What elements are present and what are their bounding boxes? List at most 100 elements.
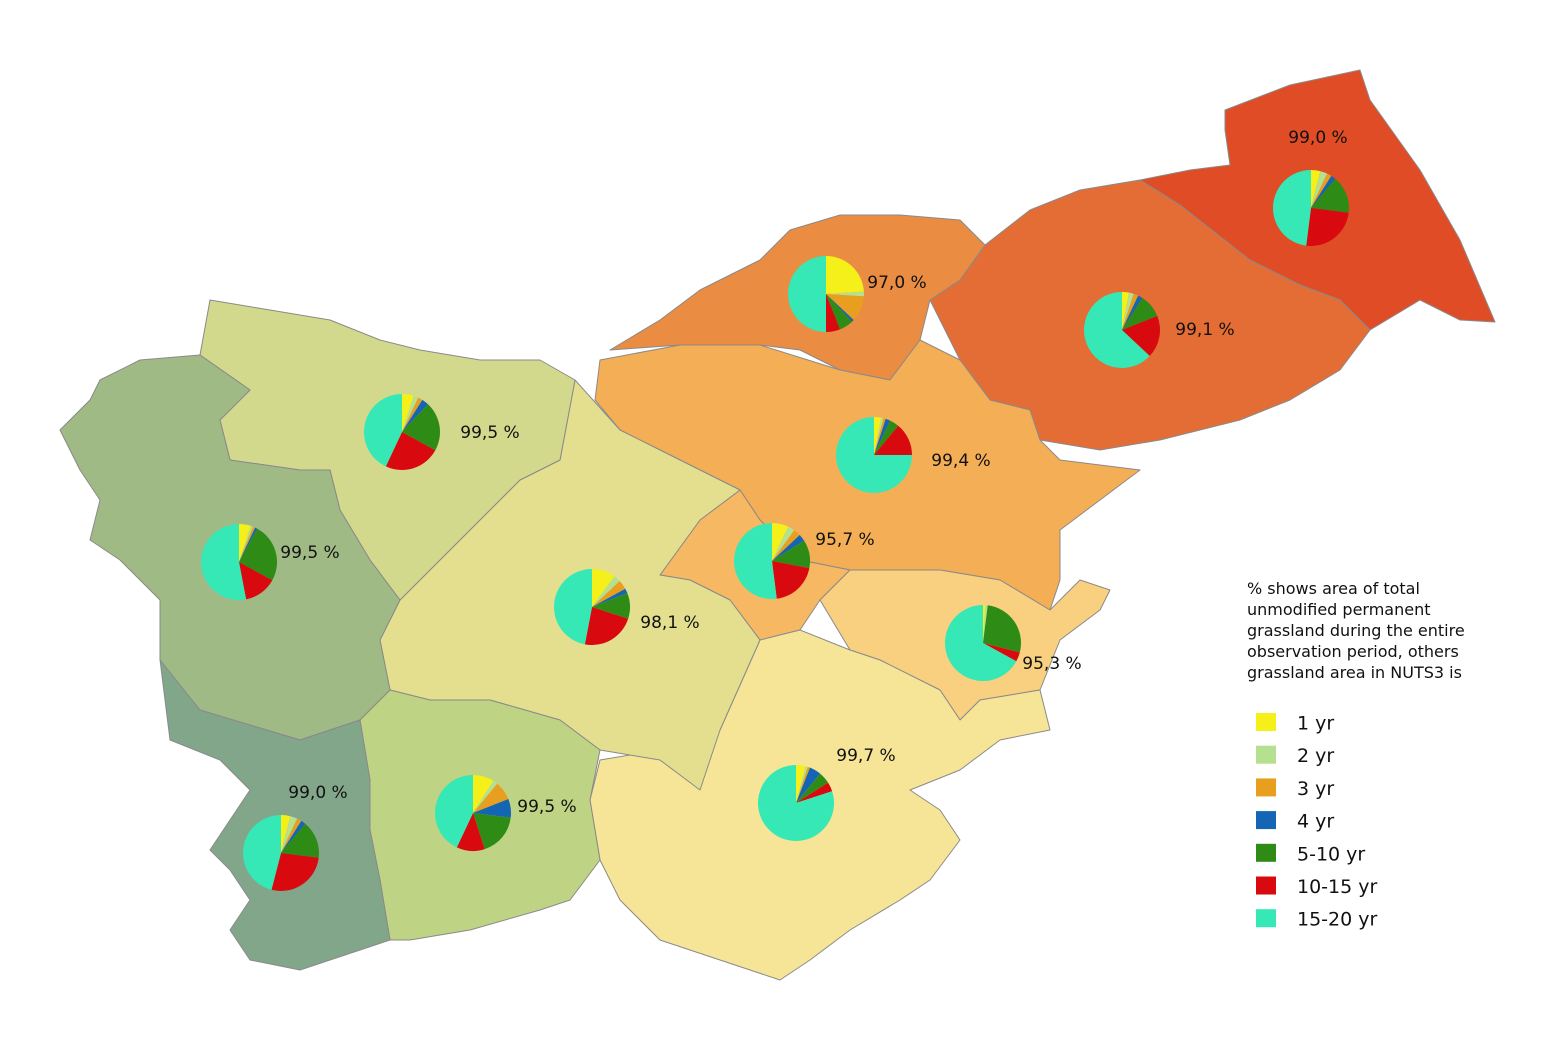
pie-slice (435, 775, 473, 848)
pie-slice (281, 823, 319, 858)
pie-slice (796, 773, 829, 803)
pie-slice (826, 294, 840, 333)
pie-slice (473, 780, 498, 813)
region-pie (734, 523, 810, 599)
pie-slice (239, 562, 273, 600)
legend-label: 5-10 yr (1297, 843, 1365, 865)
pie-slice (772, 530, 800, 561)
pie-slice (239, 526, 256, 562)
pie-slice (1306, 208, 1349, 247)
pie-slice (1311, 171, 1328, 208)
region-pie (243, 815, 319, 891)
legend-label: 10-15 yr (1297, 876, 1377, 898)
pie-slice (402, 394, 414, 432)
pie-slice (1122, 293, 1139, 330)
legend-swatch (1256, 811, 1276, 830)
region-percent-label: 97,0 % (867, 273, 926, 293)
pie-slice (1122, 292, 1130, 330)
pie-slice (796, 766, 810, 803)
pie-slice (826, 294, 854, 322)
pie-slice (243, 815, 281, 890)
pie-slice (473, 813, 511, 850)
pie-slice (826, 294, 853, 330)
pie-slice (772, 561, 810, 599)
pie-slice (239, 524, 251, 562)
region-pie (435, 775, 511, 851)
pie-slice (239, 525, 253, 562)
region-pie (201, 524, 277, 600)
legend-label: 1 yr (1297, 713, 1334, 735)
pie-slice (874, 420, 899, 455)
pie-slice (281, 816, 298, 853)
region-percent-label: 95,7 % (815, 530, 874, 550)
pie-slice (1311, 175, 1336, 208)
pie-slice (788, 256, 826, 332)
region-pie (758, 765, 834, 841)
region-percent-label: 95,3 % (1022, 654, 1081, 674)
pie-slice (1273, 170, 1311, 246)
region-percent-label: 99,1 % (1175, 320, 1234, 340)
pie-slice (826, 291, 864, 297)
pie-slice (983, 605, 1021, 653)
pie-slice (592, 580, 626, 607)
region-percent-label: 99,5 % (280, 543, 339, 563)
pie-slice (402, 404, 440, 451)
legend-label: 15-20 yr (1297, 909, 1377, 931)
pie-slice (1084, 292, 1150, 368)
pie-slice (281, 815, 291, 853)
legend-label: 4 yr (1297, 811, 1334, 833)
pie-slice (874, 417, 882, 455)
pie-slice (796, 765, 806, 803)
pie-slice (734, 523, 777, 599)
pie-slice (836, 417, 912, 493)
legend-label: 3 yr (1297, 778, 1334, 800)
pie-slice (473, 799, 511, 818)
region-pie (788, 256, 864, 333)
pie-slice (1122, 295, 1143, 330)
pie-slice (592, 588, 628, 607)
pie-slice (772, 526, 795, 561)
pie-slice (281, 820, 306, 853)
pie-slice (402, 399, 429, 432)
pie-slice (473, 783, 509, 813)
legend-swatch (1256, 778, 1276, 797)
pie-slice (826, 256, 864, 294)
region-percent-label: 99,5 % (460, 423, 519, 443)
pie-slice (1122, 297, 1158, 330)
pie-slice (796, 782, 833, 803)
pie-slice (239, 527, 258, 562)
pie-slice (239, 528, 277, 581)
pie-slice (1311, 170, 1321, 208)
pie-slice (758, 765, 834, 841)
pie-slice (592, 576, 620, 607)
legend-swatch (1256, 745, 1276, 764)
pie-slice (1122, 292, 1134, 330)
pie-slice (874, 417, 884, 455)
pie-slice (1122, 316, 1161, 357)
region-percent-label: 99,5 % (517, 797, 576, 817)
pie-slice (271, 853, 319, 891)
pie-slice (983, 605, 986, 643)
pie-slice (592, 593, 630, 619)
region-percent-label: 99,7 % (836, 746, 895, 766)
pie-slice (772, 523, 789, 561)
pie-slice (385, 432, 436, 470)
pie-slice (402, 395, 419, 432)
region-pie (836, 417, 912, 493)
legend-swatch (1256, 909, 1276, 928)
region-pie (364, 394, 440, 470)
legend-swatch (1256, 843, 1276, 862)
pie-slice (473, 775, 494, 813)
pie-slice (456, 813, 485, 851)
pie-slice (402, 397, 423, 432)
pie-slice (983, 605, 988, 643)
region-obalno-kraska (159, 659, 391, 971)
pie-slice (796, 767, 821, 803)
pie-slice (874, 418, 891, 455)
region-pie (1084, 292, 1161, 368)
pie-slice (281, 818, 302, 853)
pie-slice (826, 294, 864, 321)
pie-slice (1311, 178, 1349, 213)
